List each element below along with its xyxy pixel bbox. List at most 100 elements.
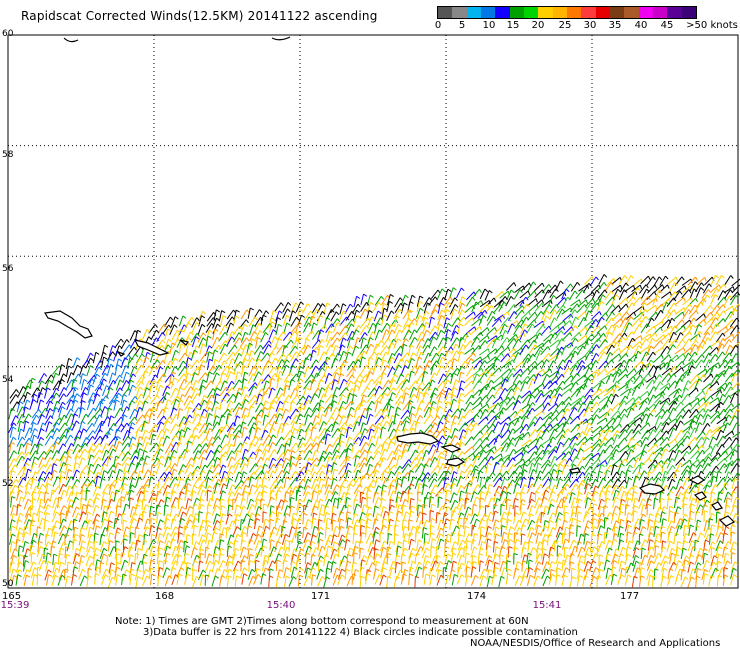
wind-barb [479,348,489,356]
wind-barb-tick [333,462,338,466]
wind-barb [387,464,395,475]
wind-barb [514,285,524,293]
wind-barb-tick [709,345,713,350]
wind-barb-tick [128,344,133,349]
wind-barb-tick [368,309,373,314]
wind-barb-tick [735,353,740,357]
wind-barb-tick [408,459,412,463]
wind-barb-tick [526,303,531,308]
wind-barb [233,435,237,447]
wind-barb-tick [386,414,390,419]
wind-barb [115,379,121,391]
wind-barb [395,358,402,369]
wind-barb-tick [404,365,409,369]
wind-barb-tick [730,386,734,391]
wind-barb [353,296,358,308]
wind-barb-tick [480,409,484,415]
wind-barb-tick [145,356,150,360]
wind-barb-tick [673,373,677,378]
wind-barb-tick [347,462,352,466]
wind-barb-tick [475,301,480,305]
wind-barb-tick [299,413,304,418]
wind-barb-tick [448,392,453,396]
wind-barb [695,408,704,417]
wind-barb-tick [81,457,86,461]
wind-barb-tick [61,406,66,410]
wind-barb [590,353,597,364]
wind-barb [170,387,177,399]
wind-barb-tick [174,316,179,320]
wind-barb-tick [277,317,282,321]
wind-barb [639,315,646,326]
wind-barb-tick [596,289,600,294]
wind-barb-tick [554,332,558,337]
wind-barb [395,455,400,467]
wind-barb-tick [163,323,167,328]
wind-barb-tick [460,392,465,396]
wind-barb-tick [674,282,678,286]
wind-barb-tick [638,318,642,323]
wind-barb [533,389,542,399]
wind-barb [611,284,621,293]
wind-barb [709,317,716,328]
wind-barb-tick [548,394,552,399]
wind-barb-tick [639,296,643,301]
wind-barb [500,416,510,425]
wind-barb-tick [267,422,272,426]
wind-barb-tick [194,349,198,353]
wind-barb-tick [575,325,579,330]
wind-barb [408,365,416,376]
wind-barb-tick [661,284,665,289]
wind-barb-tick [371,316,376,320]
wind-barb-tick [82,365,87,369]
wind-barb-tick [511,359,515,364]
wind-barb-tick [103,463,108,467]
wind-barb [102,385,107,396]
wind-barb-tick [604,368,608,373]
wind-barb-tick [399,465,403,470]
wind-barb [164,373,173,383]
wind-barb-tick [673,331,677,336]
wind-barb [694,354,703,364]
wind-barb [318,400,321,412]
wind-barb-tick [317,421,321,426]
wind-barb-tick [443,414,447,419]
wind-barb [675,420,681,431]
wind-barb-tick [383,307,388,311]
wind-barb-tick [708,359,713,363]
wind-barb-tick [510,421,515,425]
wind-barb [353,406,358,418]
wind-barb-tick [697,402,701,407]
wind-barb [184,386,192,397]
wind-barb-tick [429,429,433,434]
wind-barb [122,371,127,383]
wind-barb [52,400,58,412]
wind-barb [505,442,512,453]
wind-barb-tick [492,366,496,371]
wind-barb [485,446,496,454]
wind-barb [561,421,567,432]
wind-barb-tick [636,287,641,292]
wind-barb [17,421,21,432]
wind-barb-tick [599,388,603,393]
wind-barb [639,338,647,349]
wind-barb [304,374,312,384]
wind-barb-tick [415,456,419,461]
wind-barb [498,407,504,418]
wind-barb-tick [216,309,220,313]
wind-barb [500,337,508,347]
wind-barb-tick [243,365,248,369]
wind-barb [520,410,529,420]
wind-barb-tick [89,365,94,369]
wind-barb-tick [731,430,735,436]
wind-barb [577,408,585,418]
wind-barb [591,438,601,448]
wind-barb [51,407,57,418]
wind-barb-tick [251,442,256,447]
wind-barb-tick [154,324,158,328]
wind-barb-tick [286,379,291,384]
wind-barb [598,411,608,419]
wind-barb-tick [132,384,136,388]
wind-barb-tick [606,424,610,429]
wind-barb-tick [382,372,387,376]
